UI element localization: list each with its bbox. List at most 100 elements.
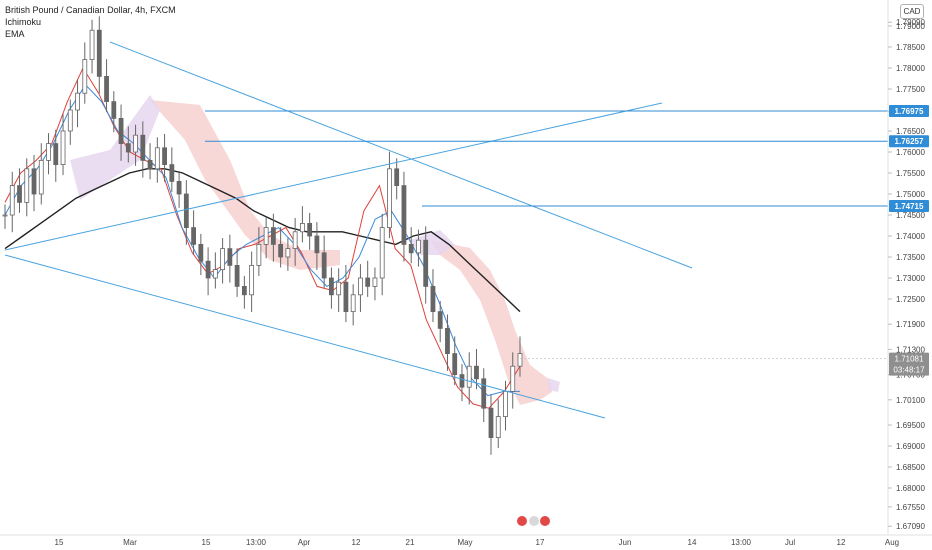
candle-body [17,185,22,203]
candle-body [176,180,182,195]
y-tick-label: 1.78000 [896,64,925,73]
candle-body [162,147,167,166]
y-tick-label: 1.73000 [896,274,925,283]
event-flags[interactable] [517,516,550,526]
y-tick-label: 1.75000 [896,190,925,199]
level-price-label: 1.76257 [895,137,924,146]
candle-body [379,227,385,279]
x-tick-label: 12 [837,538,846,547]
candle-body [321,252,327,279]
candle-body [53,143,59,166]
level-price-label-bg [889,105,929,118]
y-tick-label: 1.79000 [896,22,925,31]
candle-body [249,264,255,296]
candle-body [437,311,443,329]
candle-body [401,185,407,245]
x-tick-label: 21 [406,538,415,547]
y-tick-label: 1.74500 [896,211,925,220]
y-tick-label: 1.67090 [896,522,925,531]
y-tick-label: 1.79090 [896,18,925,27]
current-price-label: 1.71081 [895,355,924,364]
x-tick-label: Mar [123,538,137,547]
bar-countdown-label: 03:48:17 [893,366,925,375]
candle-body [227,248,233,266]
candle-body [118,118,124,145]
candle-body [394,168,400,187]
candle-body [205,260,211,279]
x-tick-label: 14 [688,538,697,547]
candle-body [96,29,102,77]
candle-body [38,159,44,195]
y-tick-label: 1.68500 [896,463,925,472]
y-tick-label: 1.67550 [896,503,925,512]
y-tick-label: 1.74000 [896,232,925,241]
x-tick-label: Apr [298,538,311,547]
x-tick-label: 15 [55,538,64,547]
candle-body [220,248,226,271]
candle-body [358,277,363,296]
tenkan-line [4,66,521,409]
ichimoku-cloud [548,378,560,392]
candle-body [416,239,421,254]
candle-body [67,109,73,132]
candle-body [24,168,30,203]
candle-body [9,185,15,216]
candle-body [256,243,262,266]
candle-body [466,365,472,388]
candle-body [350,294,356,312]
trendline[interactable] [4,254,606,419]
candle-body [408,243,414,254]
candle-body [292,231,298,250]
candle-body [503,390,508,417]
indicator-ichimoku[interactable]: Ichimoku [5,17,42,27]
candle-body [212,269,218,279]
y-tick-label: 1.71300 [896,345,925,354]
candle-body [423,239,429,287]
y-tick-label: 1.68000 [896,484,925,493]
x-tick-label: May [457,538,472,547]
y-tick-label: 1.76500 [896,127,925,136]
candle-body [285,248,291,258]
candle-body [445,327,450,354]
event-flag-icon[interactable] [540,516,550,526]
candle-body [75,92,80,111]
candle-body [169,164,175,182]
candle-body [241,285,247,296]
candle-body [263,227,269,245]
trendline[interactable] [4,102,663,251]
candle-body [459,374,465,388]
y-tick-label: 1.75500 [896,169,925,178]
level-price-label: 1.74715 [895,202,924,211]
level-price-label-bg [889,199,929,212]
candle-body [60,130,66,165]
event-flag-icon[interactable] [517,516,527,526]
trendline[interactable] [109,41,693,269]
candle-body [510,365,516,392]
currency-badge[interactable]: CAD [900,4,924,19]
candle-body [495,416,501,439]
candle-body [82,59,88,94]
y-tick-label: 1.78500 [896,43,925,52]
current-price-label-bg [889,352,929,376]
ichimoku-cloud [150,100,340,270]
x-tick-label: 15 [202,538,211,547]
y-tick-label: 1.72500 [896,295,925,304]
candle-body [365,277,371,287]
y-tick-label: 1.73500 [896,253,925,262]
candle-body [234,264,240,287]
indicator-ema[interactable]: EMA [5,29,25,39]
x-tick-label: Jul [785,538,795,547]
candle-body [474,365,479,380]
y-tick-label: 1.70100 [896,396,925,405]
event-flag-icon[interactable] [529,516,539,526]
level-price-label-bg [889,135,929,148]
y-tick-label: 1.76000 [896,148,925,157]
y-tick-label: 1.69000 [896,442,925,451]
candle-body [31,168,37,195]
x-tick-label: 17 [536,538,545,547]
candle-body [140,134,146,161]
ichimoku-cloud [430,240,552,405]
x-tick-label: 13:00 [731,538,752,547]
candle-body [111,101,117,119]
